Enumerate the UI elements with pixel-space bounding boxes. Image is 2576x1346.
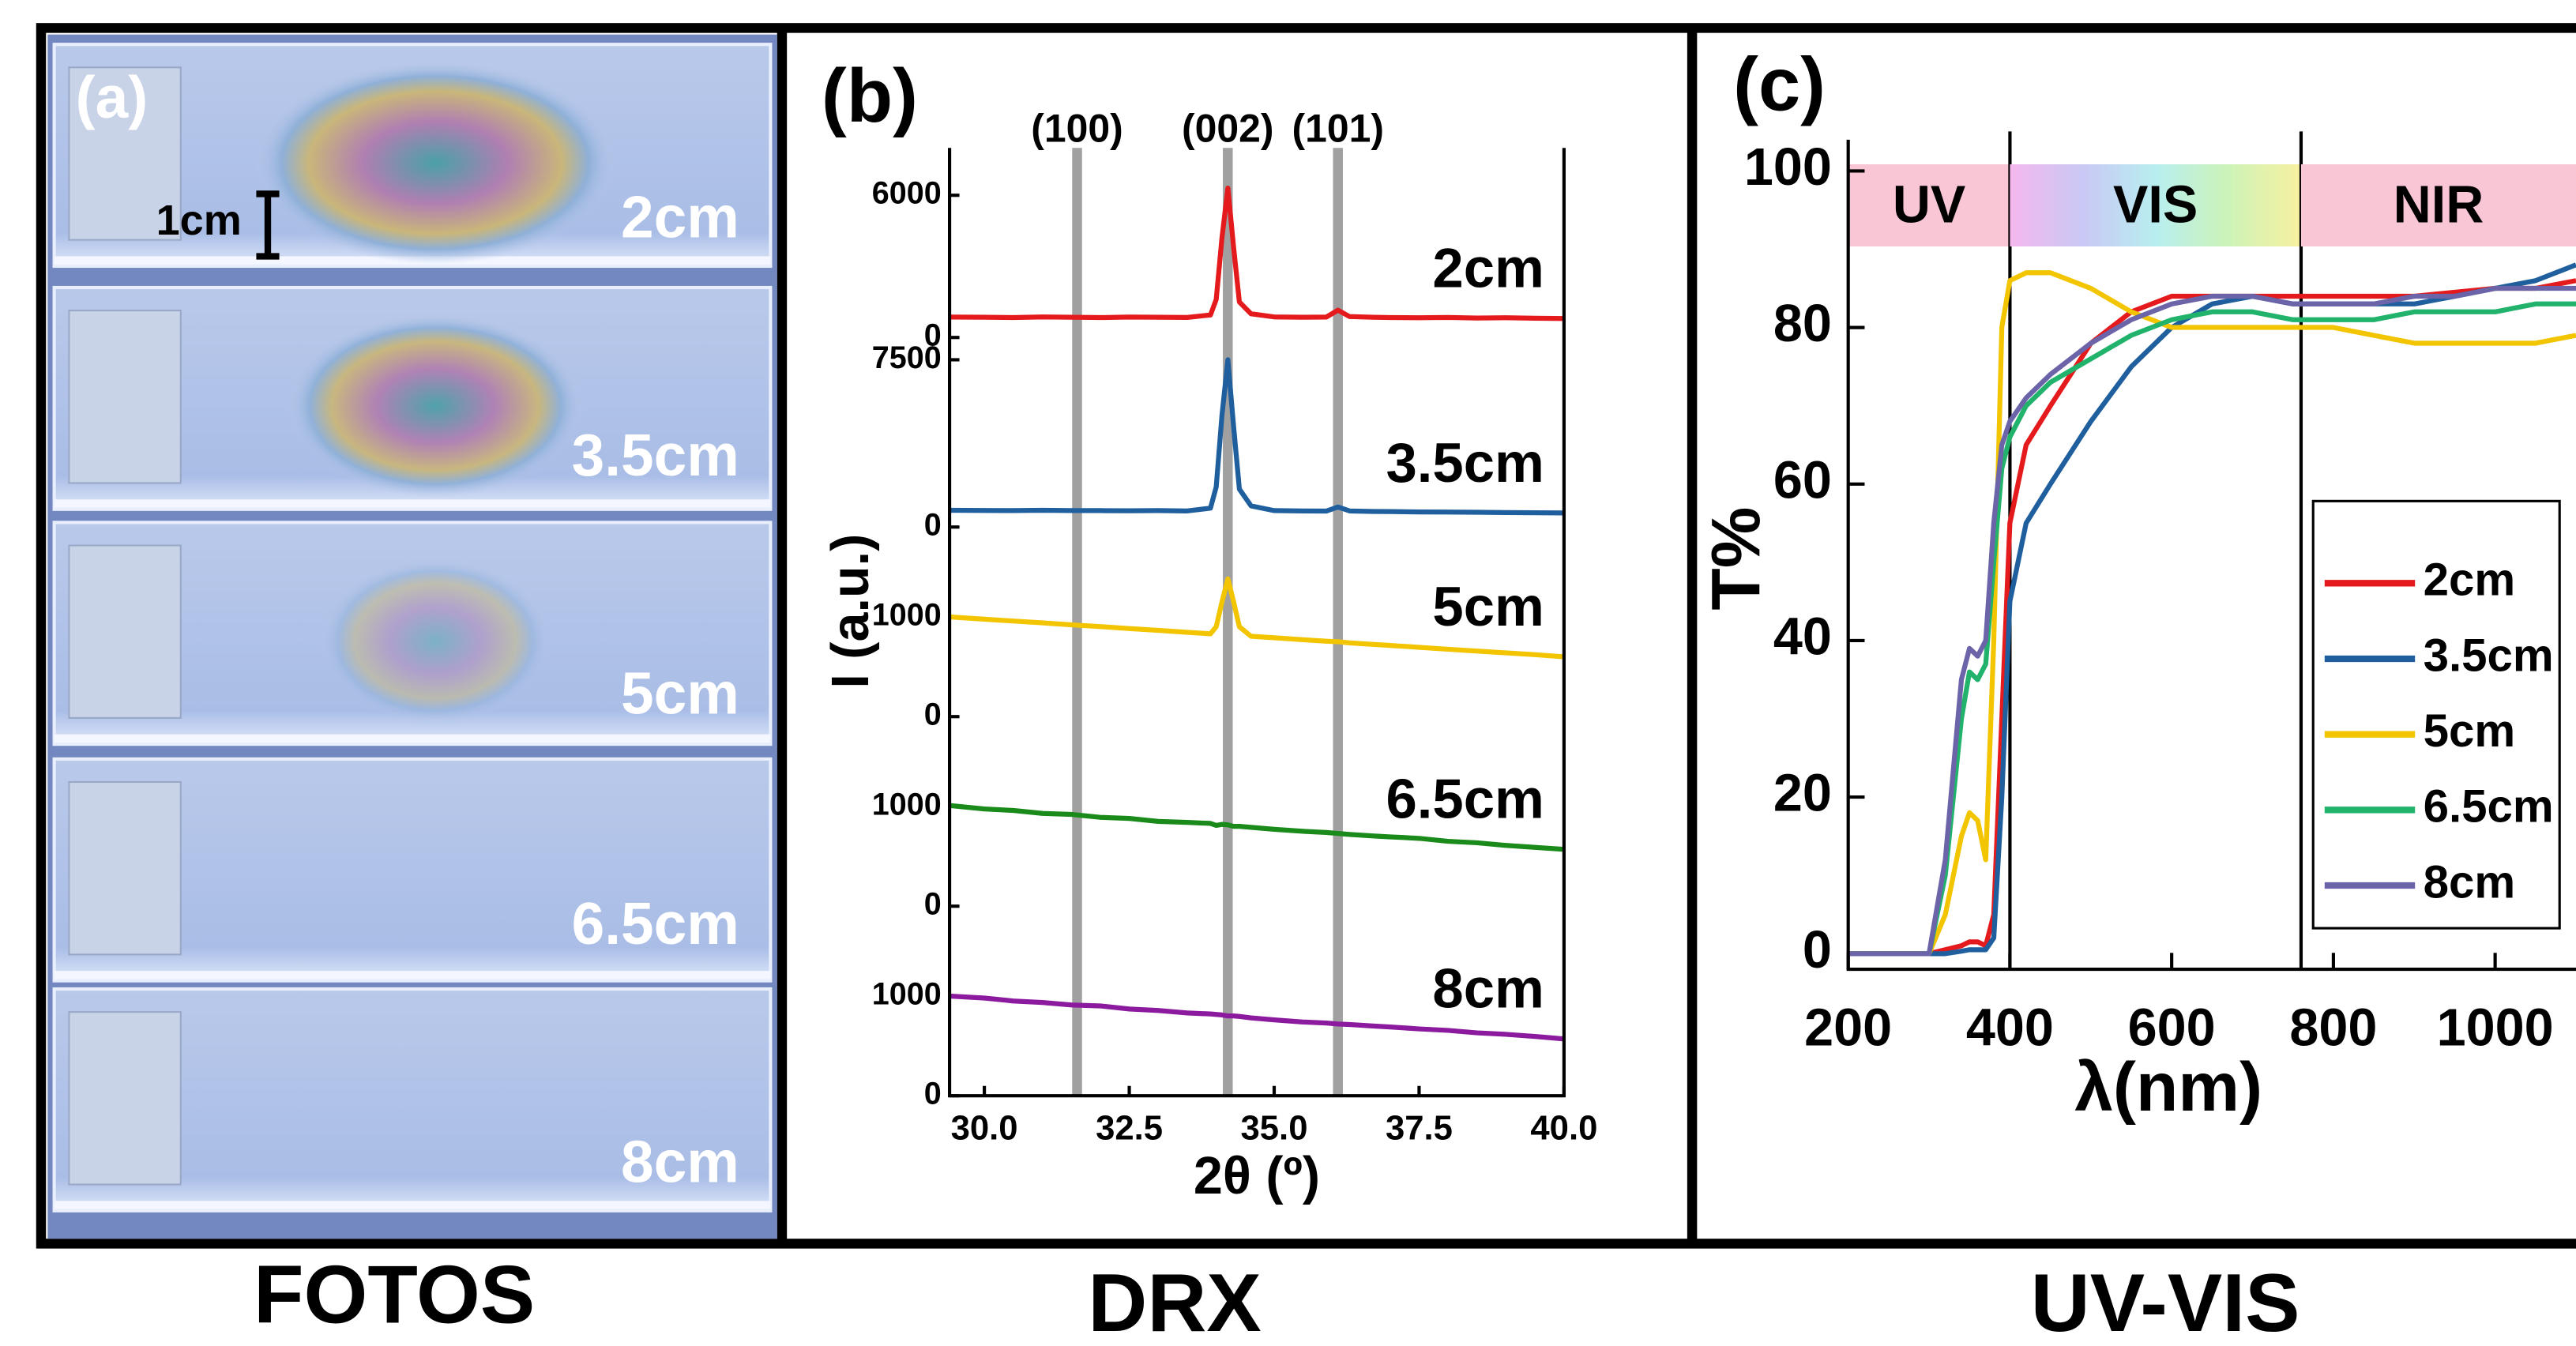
legend-label: 3.5cm: [2424, 630, 2554, 681]
y-tick-label: 40: [1773, 608, 1832, 667]
sample-label: 6.5cm: [572, 890, 739, 957]
panel-label: (a): [76, 64, 149, 130]
sample-label: 3.5cm: [572, 422, 739, 488]
interference-spot: [254, 60, 616, 265]
x-tick-label: 30.0: [951, 1108, 1018, 1147]
sample-label: 5cm: [621, 660, 739, 727]
x-tick-label: 800: [2289, 999, 2377, 1058]
y-tick-label: 20: [1773, 765, 1832, 823]
y-tick-label: 0: [924, 318, 942, 353]
strip-edge: [54, 734, 771, 743]
y-tick-label: 7500: [872, 340, 942, 375]
series-line: [1848, 301, 2576, 957]
label-patch: [68, 66, 182, 241]
y-tick-label: 1000: [872, 597, 942, 632]
y-tick-label: 0: [924, 1077, 942, 1111]
region-label: UV: [1893, 176, 1965, 235]
caption: DRX: [1088, 1258, 1262, 1346]
legend-box: [2311, 499, 2561, 930]
region-band: [1848, 164, 2010, 247]
y-axis-title: T%: [1698, 507, 1775, 611]
series-line: [949, 993, 1565, 1042]
strip-edge: [54, 499, 771, 508]
series-line: [950, 357, 1564, 516]
panel-label: (b): [822, 54, 918, 138]
y-tick-label: 0: [924, 887, 942, 922]
series-line: [1848, 285, 2576, 957]
y-tick-label: 6000: [872, 176, 942, 211]
x-axis-title: λ(nm): [2074, 1048, 2262, 1126]
y-tick-label: 1000: [872, 787, 942, 822]
x-tick-label: 35.0: [1241, 1108, 1308, 1147]
region-band: [2010, 164, 2301, 247]
legend-label: 2cm: [2424, 555, 2516, 606]
caption: UV-VIS: [2031, 1258, 2300, 1346]
interference-spot: [320, 558, 551, 724]
sample-label: 2cm: [621, 184, 739, 250]
region-label: VIS: [2113, 176, 2198, 235]
y-tick-label: 80: [1773, 295, 1832, 353]
x-tick-label: 600: [2128, 999, 2216, 1058]
axis-frame: [947, 148, 1566, 1098]
y-tick-label: 0: [1803, 921, 1832, 979]
y-tick-label: 100: [1744, 138, 1832, 197]
label-patch: [68, 780, 182, 956]
legend-label: 6.5cm: [2424, 781, 2554, 833]
strip-edge: [54, 971, 771, 979]
y-axis-title: I (a.u.): [822, 534, 880, 689]
figure-frame: [36, 23, 2576, 1249]
sample-label: 8cm: [621, 1128, 739, 1194]
caption: FOTOS: [254, 1250, 535, 1341]
x-tick-label: 37.5: [1386, 1108, 1453, 1147]
region-band: [2300, 164, 2576, 247]
series-label: 3.5cm: [1386, 431, 1544, 494]
series-label: 5cm: [1432, 575, 1544, 637]
y-tick-label: 1000: [872, 976, 942, 1011]
series-label: 2cm: [1432, 237, 1544, 299]
legend-label: 5cm: [2424, 705, 2516, 757]
legend-label: 8cm: [2424, 856, 2516, 908]
label-patch: [68, 310, 182, 484]
panel-label: (c): [1733, 43, 1826, 127]
y-tick-label: 0: [924, 508, 942, 543]
series-line: [949, 803, 1565, 852]
scale-label: 1cm: [156, 197, 242, 244]
label-patch: [68, 544, 182, 719]
series-line: [1848, 262, 2576, 957]
axis-frame: [1846, 139, 2576, 972]
strip-edge: [54, 1201, 771, 1209]
series-label: 6.5cm: [1386, 768, 1544, 830]
reference-label: (101): [1292, 107, 1384, 151]
label-patch: [68, 1011, 182, 1186]
series-line: [949, 576, 1565, 660]
x-tick-label: 32.5: [1096, 1108, 1163, 1147]
x-axis-title: 2θ (º): [1194, 1147, 1320, 1205]
photo-panel: 2cm 3.5cm 5cm 6.5cm 8cm (a) 1cm: [47, 34, 777, 1239]
y-tick-label: 60: [1773, 451, 1832, 509]
x-tick-label: 200: [1804, 999, 1892, 1058]
interference-spot: [287, 314, 584, 498]
y-tick-label: 0: [924, 697, 942, 732]
x-tick-label: 400: [1966, 999, 2054, 1058]
reference-label: (002): [1182, 107, 1274, 151]
series-label: 8cm: [1432, 957, 1544, 1020]
series-line: [950, 186, 1564, 321]
x-tick-label: 40.0: [1530, 1108, 1597, 1147]
reference-label: (100): [1031, 107, 1123, 151]
x-tick-label: 1000: [2437, 999, 2554, 1058]
scale-bar: [256, 190, 280, 260]
region-label: NIR: [2394, 176, 2484, 235]
series-line: [1848, 270, 2576, 957]
